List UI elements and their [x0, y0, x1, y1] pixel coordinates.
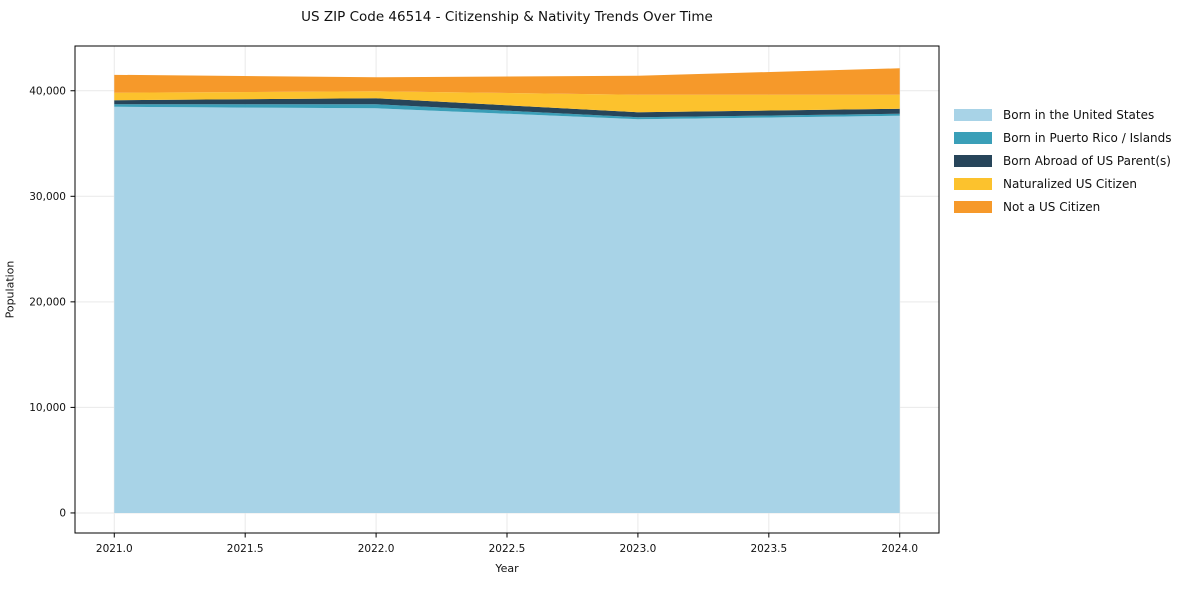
y-tick-label: 10,000 [29, 402, 66, 414]
y-tick-label: 0 [59, 508, 66, 520]
chart-title: US ZIP Code 46514 - Citizenship & Nativi… [301, 9, 713, 25]
legend-label: Not a US Citizen [1003, 200, 1101, 215]
legend-label: Naturalized US Citizen [1003, 177, 1137, 192]
legend-label: Born Abroad of US Parent(s) [1003, 153, 1171, 168]
legend-swatch-icon [954, 131, 992, 144]
legend-item-1: Born in Puerto Rico / Islands [954, 126, 1172, 149]
x-tick-label: 2021.5 [227, 543, 264, 555]
legend-swatch-icon [954, 201, 992, 214]
x-tick-label: 2023.5 [750, 543, 787, 555]
area-layer-4 [114, 68, 900, 95]
area-layer-2 [114, 98, 900, 118]
x-tick-label: 2023.0 [620, 543, 657, 555]
legend-label: Born in Puerto Rico / Islands [1003, 130, 1172, 145]
y-tick-label: 20,000 [29, 297, 66, 309]
x-tick-label: 2022.5 [489, 543, 526, 555]
legend-item-4: Not a US Citizen [954, 196, 1172, 219]
legend-item-2: Born Abroad of US Parent(s) [954, 149, 1172, 172]
area-layer-0 [114, 106, 900, 513]
y-tick-label: 40,000 [29, 85, 66, 97]
x-tick-label: 2024.0 [881, 543, 918, 555]
legend-swatch-icon [954, 108, 992, 121]
legend-swatch-icon [954, 178, 992, 191]
legend: Born in the United States Born in Puerto … [954, 103, 1172, 219]
area-layer-3 [114, 91, 900, 113]
legend-label: Born in the United States [1003, 107, 1155, 122]
y-tick-label: 30,000 [29, 191, 66, 203]
x-tick-label: 2021.0 [96, 543, 133, 555]
x-axis-title: Year [495, 562, 519, 575]
legend-swatch-icon [954, 154, 992, 167]
x-tick-label: 2022.0 [358, 543, 395, 555]
legend-item-0: Born in the United States [954, 103, 1172, 126]
area-layer-1 [114, 104, 900, 120]
legend-item-3: Naturalized US Citizen [954, 173, 1172, 196]
